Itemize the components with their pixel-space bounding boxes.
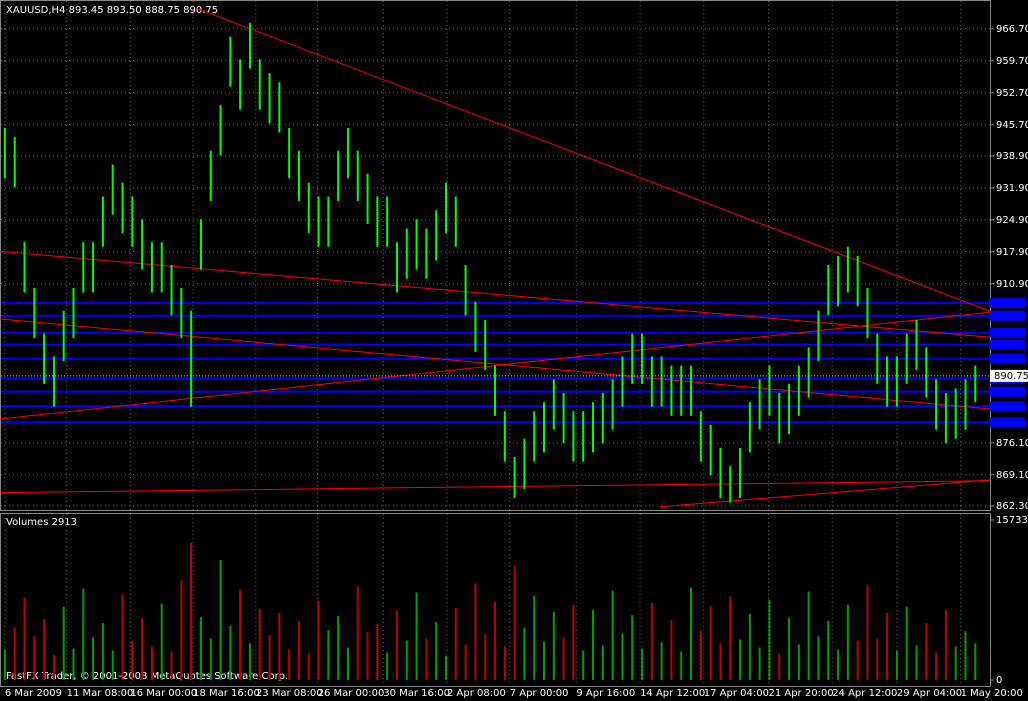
x-tick-label: 9 Apr 16:00 [576, 688, 635, 699]
current-price-label: 890.75 [994, 371, 1028, 382]
level-tag [989, 417, 1025, 428]
level-tag [989, 401, 1025, 412]
trendline [659, 479, 991, 508]
y-tick-label: 0 [996, 675, 1002, 686]
x-tick-label: 17 Apr 04:00 [704, 688, 769, 699]
y-tick-label: 945.70 [996, 120, 1028, 131]
y-tick-label: 938.90 [996, 151, 1028, 162]
x-tick-label: 29 Apr 04:00 [897, 688, 962, 699]
x-tick-label: 2 Apr 08:00 [447, 688, 506, 699]
level-tag [989, 327, 1025, 338]
x-tick-label: 11 Mar 08:00 [67, 688, 134, 699]
copyright: FastFX Trader, © 2001-2008 MetaQuotes So… [6, 671, 288, 682]
y-tick-label: 959.70 [996, 56, 1028, 67]
y-tick-label: 869.10 [996, 470, 1028, 481]
y-tick-label: 910.90 [996, 279, 1028, 290]
volume-title: Volumes 2913 [6, 517, 77, 528]
level-tag [989, 339, 1025, 350]
y-tick-label: 15733 [996, 515, 1028, 526]
y-tick-label: 917.90 [996, 247, 1028, 258]
y-tick-label: 931.90 [996, 183, 1028, 194]
volume-panel [0, 513, 991, 687]
trendline [0, 250, 991, 338]
trendline [0, 480, 991, 494]
x-tick-label: 6 Mar 2009 [5, 688, 62, 699]
level-tag [989, 353, 1025, 364]
x-tick-label: 24 Apr 12:00 [832, 688, 897, 699]
current-price-tag [990, 369, 1028, 382]
y-tick-label: 924.90 [996, 215, 1028, 226]
x-tick-label: 16 Mar 00:00 [130, 688, 197, 699]
x-tick-label: 14 Apr 12:00 [640, 688, 705, 699]
y-tick-label: 952.70 [996, 88, 1028, 99]
price-panel [0, 0, 991, 511]
trendline [0, 318, 991, 410]
x-tick-label: 1 May 20:00 [961, 688, 1023, 699]
x-tick-label: 23 Mar 08:00 [256, 688, 323, 699]
x-tick-label: 18 Mar 16:00 [193, 688, 260, 699]
level-tag [989, 297, 1025, 308]
level-tag [989, 386, 1025, 397]
level-tag [989, 310, 1025, 321]
y-tick-label: 876.10 [996, 438, 1028, 449]
y-tick-label: 966.70 [996, 24, 1028, 35]
x-tick-label: 7 Apr 00:00 [510, 688, 569, 699]
x-tick-label: 21 Apr 20:00 [768, 688, 833, 699]
x-tick-label: 30 Mar 16:00 [383, 688, 450, 699]
x-tick-label: 26 Mar 00:00 [318, 688, 385, 699]
chart-title: XAUUSD,H4 893.45 893.50 888.75 890.75 [6, 5, 218, 16]
y-tick-label: 862.30 [996, 501, 1028, 512]
